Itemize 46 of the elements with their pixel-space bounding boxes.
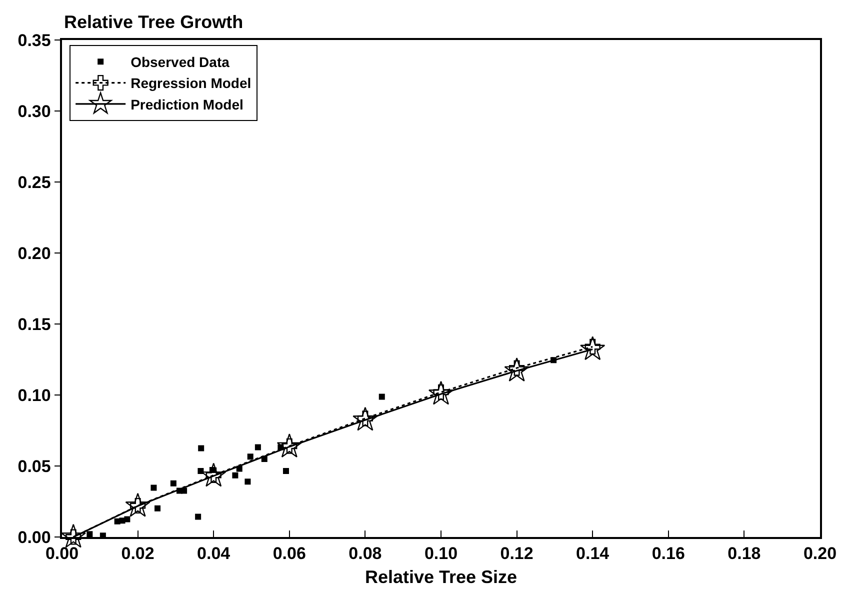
point	[198, 445, 204, 452]
point	[352, 406, 378, 431]
legend-label: Observed Data	[130, 54, 230, 70]
point	[154, 505, 161, 512]
y-tick-label: 0.25	[18, 172, 51, 192]
y-tick-label: 0.35	[18, 30, 51, 50]
x-tick-label: 0.16	[652, 544, 685, 564]
point	[504, 358, 530, 382]
point	[86, 531, 93, 538]
y-tick-label: 0.10	[18, 386, 51, 405]
point	[428, 380, 454, 405]
y-tick-label: 0.30	[18, 102, 51, 121]
x-tick-label: 0.10	[424, 544, 458, 564]
y-tick-label: 0.00	[18, 528, 51, 547]
point	[254, 444, 261, 450]
y-tick-label: 0.05	[18, 456, 51, 476]
point	[282, 468, 289, 474]
x-tick-label: 0.18	[728, 544, 761, 564]
point	[198, 468, 204, 474]
x-tick-label: 0.20	[803, 544, 837, 564]
x-tick-label: 0.02	[121, 544, 154, 564]
point	[124, 516, 130, 522]
point	[170, 480, 176, 486]
point	[378, 394, 385, 400]
y-tick-label: 0.20	[18, 244, 51, 263]
y-tick-label: 0.15	[18, 314, 51, 334]
point	[195, 514, 202, 520]
point	[247, 454, 254, 460]
point	[125, 492, 150, 517]
point	[276, 433, 302, 458]
x-tick-label: 0.12	[500, 544, 534, 564]
point	[232, 472, 238, 478]
point	[580, 336, 606, 360]
x-tick-label: 0.06	[272, 544, 306, 564]
point	[150, 484, 157, 491]
legend-label: Prediction Model	[130, 96, 244, 112]
point	[60, 524, 86, 548]
point	[244, 478, 251, 485]
x-tick-label: 0.04	[197, 544, 231, 564]
y-axis-title: Relative Tree Growth	[64, 12, 244, 32]
point	[201, 462, 226, 487]
x-tick-label: 0.00	[45, 544, 79, 564]
x-axis-title: Relative Tree Size	[364, 566, 518, 587]
x-tick-label: 0.14	[576, 544, 610, 564]
x-tick-label: 0.08	[348, 544, 382, 564]
legend-label: Regression Model	[130, 75, 252, 92]
